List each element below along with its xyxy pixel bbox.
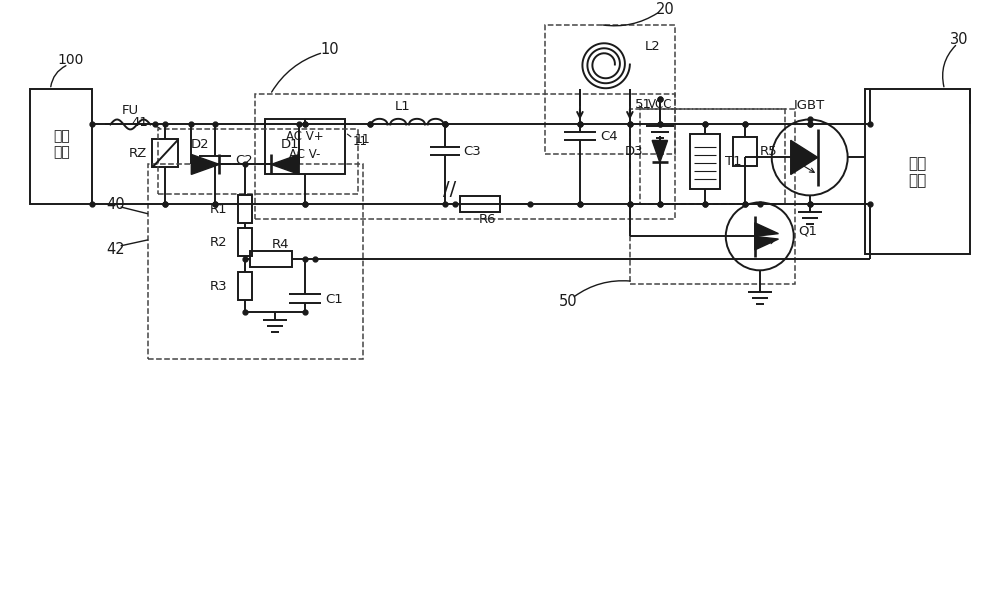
Bar [238,228,252,256]
Polygon shape [271,154,299,175]
Text: C4: C4 [600,130,618,143]
Polygon shape [791,140,818,175]
Text: R5: R5 [760,145,777,158]
Text: 控制
模块: 控制 模块 [908,156,926,188]
Text: //: // [443,180,457,199]
Bar [460,197,500,213]
Bar [148,165,363,359]
Text: D1: D1 [281,138,300,151]
Text: 11: 11 [353,135,368,148]
Text: 交流
电源: 交流 电源 [53,129,70,160]
Text: 11: 11 [355,133,371,146]
Text: L1: L1 [395,100,410,113]
Bar [545,24,675,154]
Bar [733,137,757,166]
Text: 100: 100 [57,52,84,67]
Polygon shape [755,223,778,236]
Text: D2: D2 [191,138,210,151]
Bar [865,90,970,254]
Text: 10: 10 [321,42,339,57]
Text: FU: FU [122,104,139,117]
Text: 42: 42 [106,242,125,257]
Text: 30: 30 [950,32,969,47]
Text: Q1: Q1 [799,225,818,238]
Text: AC V-: AC V- [289,148,321,161]
Text: T1: T1 [725,156,741,169]
Polygon shape [191,154,219,175]
Bar [250,251,292,267]
Bar [265,119,345,175]
Bar [238,272,252,300]
Text: D3: D3 [625,145,644,158]
Text: R3: R3 [210,280,227,293]
Text: L2: L2 [645,40,661,53]
Text: 41: 41 [131,116,148,129]
Bar [255,94,675,219]
Text: IGBT: IGBT [794,99,825,112]
Bar [158,129,358,194]
Polygon shape [755,236,778,250]
Text: 50: 50 [559,294,577,309]
Text: R1: R1 [210,203,227,216]
Text: R6: R6 [479,213,496,226]
Bar [640,109,785,204]
Text: AC V+: AC V+ [286,130,324,143]
Bar [690,134,720,189]
Bar [30,90,92,204]
Text: 40: 40 [106,197,125,212]
Text: RZ: RZ [129,147,147,160]
Text: R4: R4 [271,238,289,251]
Polygon shape [652,140,668,162]
Text: VCC: VCC [648,98,672,111]
Text: C3: C3 [463,145,481,158]
Text: R2: R2 [210,236,227,249]
Bar [238,195,252,223]
Bar [630,109,795,285]
Text: C1: C1 [325,293,343,306]
Text: 51: 51 [635,98,652,111]
Bar [152,140,178,168]
Text: 20: 20 [655,2,674,17]
Text: C2: C2 [235,154,253,167]
